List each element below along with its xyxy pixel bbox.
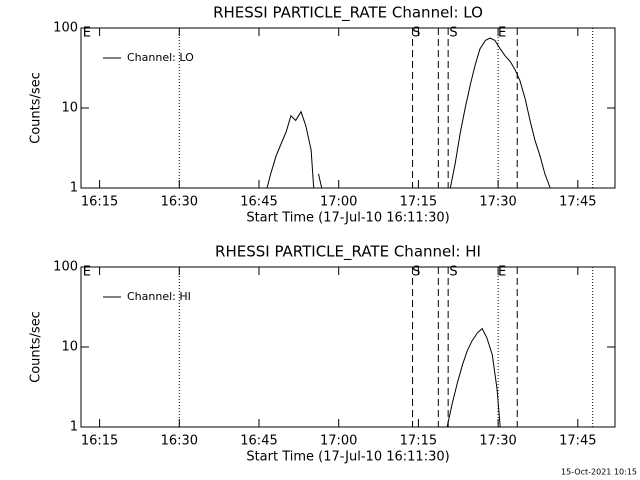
x-axis-label: Start Time (17-Jul-10 16:11:30)	[246, 211, 449, 226]
y-axis-label: Counts/sec	[29, 72, 44, 144]
event-flag: S	[449, 265, 457, 280]
y-tick-label: 1	[70, 420, 78, 435]
y-tick-label: 100	[53, 21, 78, 36]
chart-title: RHESSI PARTICLE_RATE Channel: HI	[215, 243, 481, 262]
y-tick-label: 100	[53, 260, 78, 275]
event-flag: E	[83, 26, 91, 41]
y-axis-label: Counts/sec	[29, 311, 44, 383]
y-tick-label: 10	[61, 340, 78, 355]
legend-label: Channel: LO	[127, 51, 194, 64]
event-flag: S	[412, 265, 420, 280]
x-tick-label: 17:45	[559, 434, 596, 449]
x-tick-label: 16:15	[81, 434, 118, 449]
x-axis-label: Start Time (17-Jul-10 16:11:30)	[246, 450, 449, 465]
data-line	[266, 37, 551, 189]
x-tick-label: 17:00	[320, 195, 357, 210]
y-tick-label: 1	[70, 181, 78, 196]
x-tick-label: 16:30	[161, 434, 198, 449]
footer-date: 15-Oct-2021 10:15	[561, 468, 637, 477]
x-tick-label: 17:15	[400, 195, 437, 210]
y-tick-label: 10	[61, 101, 78, 116]
event-flag: E	[498, 265, 506, 280]
x-tick-label: 17:00	[320, 434, 357, 449]
x-tick-label: 17:15	[400, 434, 437, 449]
event-flag: E	[83, 265, 91, 280]
x-tick-label: 17:30	[479, 195, 516, 210]
x-tick-label: 17:45	[559, 195, 596, 210]
event-flag: S	[449, 26, 457, 41]
x-tick-label: 16:45	[240, 434, 277, 449]
data-line	[446, 327, 501, 428]
chart-title: RHESSI PARTICLE_RATE Channel: LO	[213, 4, 483, 23]
event-flag: S	[412, 26, 420, 41]
event-flag: E	[498, 26, 506, 41]
x-tick-label: 16:45	[240, 195, 277, 210]
x-tick-label: 16:15	[81, 195, 118, 210]
x-tick-label: 17:30	[479, 434, 516, 449]
x-tick-label: 16:30	[161, 195, 198, 210]
legend-label: Channel: HI	[127, 290, 191, 303]
